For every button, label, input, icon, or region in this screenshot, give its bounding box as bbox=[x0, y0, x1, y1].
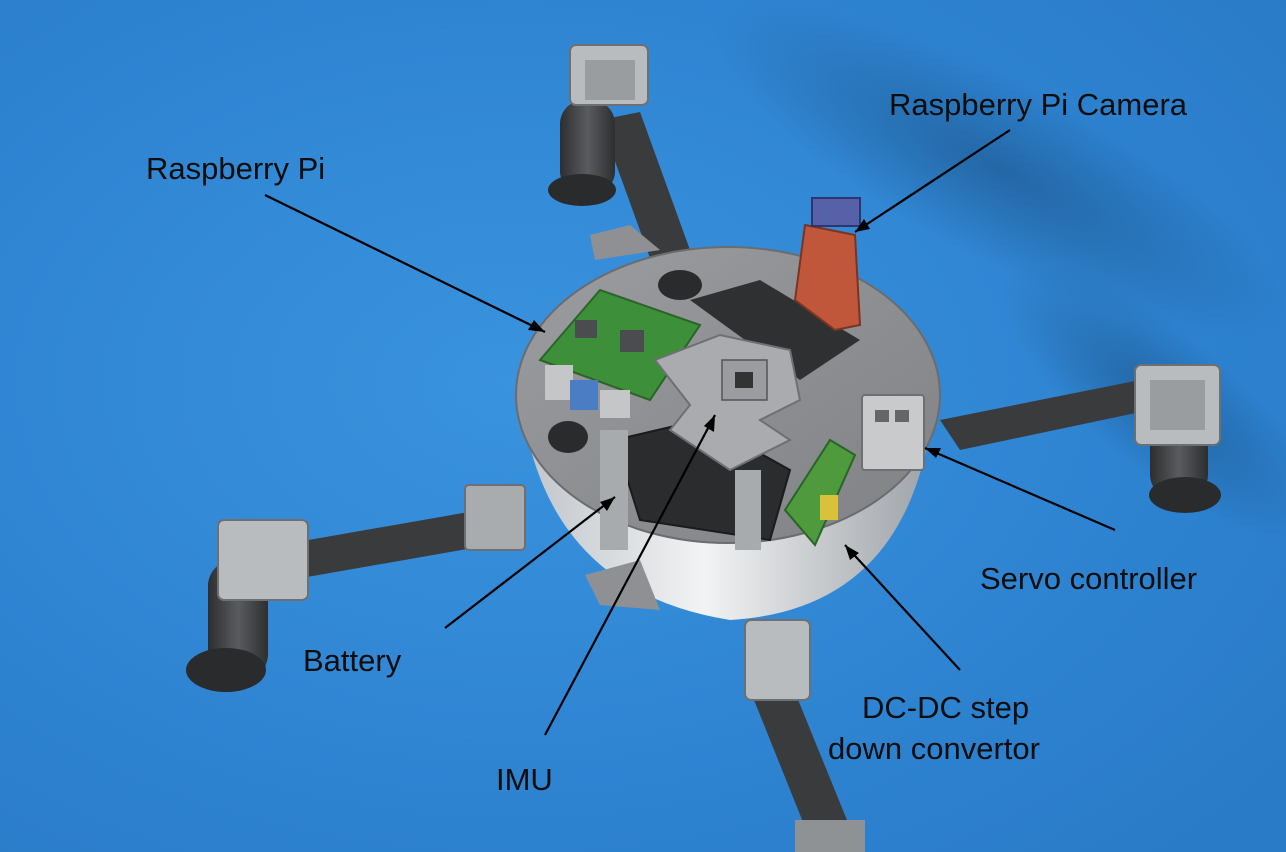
leader-dc-dc-convertor bbox=[844, 544, 961, 671]
imu-plate bbox=[653, 333, 802, 472]
camera-mount bbox=[793, 197, 862, 332]
leg-top bbox=[548, 44, 690, 258]
leader-imu bbox=[544, 414, 716, 736]
label-raspberry-pi: Raspberry Pi bbox=[146, 151, 325, 186]
label-imu: IMU bbox=[496, 762, 553, 797]
label-servo-controller: Servo controller bbox=[980, 561, 1197, 596]
arrowhead bbox=[704, 415, 715, 432]
label-raspberry-pi-camera: Raspberry Pi Camera bbox=[889, 87, 1188, 122]
label-dc-dc-line1: DC-DC step bbox=[862, 690, 1029, 725]
leg-bottom bbox=[744, 619, 865, 852]
label-dc-dc-line2: down convertor bbox=[828, 731, 1040, 766]
leader-servo-controller bbox=[924, 446, 1116, 532]
raspberry-pi-board bbox=[538, 288, 702, 418]
shadow-streak bbox=[714, 0, 1286, 340]
servo-controller-board bbox=[861, 394, 925, 471]
leader-battery bbox=[444, 496, 616, 629]
leader-raspberry-pi bbox=[264, 194, 546, 333]
dc-dc-convertor-board bbox=[783, 438, 857, 547]
arrowhead bbox=[600, 497, 615, 511]
leader-raspberry-pi-camera bbox=[854, 129, 1011, 233]
label-battery: Battery bbox=[303, 643, 402, 678]
arrowhead bbox=[855, 219, 870, 232]
leg-left bbox=[186, 484, 526, 692]
arrowhead bbox=[528, 320, 545, 332]
leg-right bbox=[940, 364, 1221, 513]
arrowhead bbox=[845, 545, 859, 560]
arrowhead bbox=[925, 448, 941, 458]
